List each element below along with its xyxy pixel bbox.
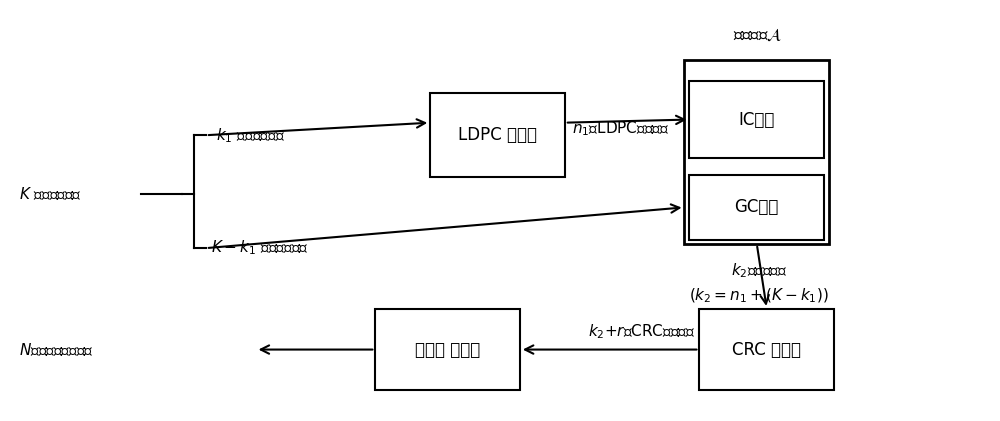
Text: $K-k_1$ 个待编码比特: $K-k_1$ 个待编码比特 (211, 239, 308, 258)
Text: $N$个极化码码字比特: $N$个极化码码字比特 (19, 341, 94, 358)
Text: IC集合: IC集合 (739, 111, 775, 128)
Text: $K$ 个待编码比特: $K$ 个待编码比特 (19, 185, 82, 202)
Text: LDPC 编码器: LDPC 编码器 (458, 126, 537, 144)
Text: $k_2$+$r$个CRC码字比特: $k_2$+$r$个CRC码字比特 (588, 322, 695, 341)
Text: $n_1$个LDPC码字比特: $n_1$个LDPC码字比特 (572, 120, 669, 138)
Text: $k_2$个信息比特: $k_2$个信息比特 (731, 262, 788, 280)
Text: 极化码 编码器: 极化码 编码器 (415, 341, 480, 359)
Bar (689, 175, 824, 240)
Bar (684, 60, 829, 244)
Bar (430, 93, 565, 177)
Text: 信息集合$\mathcal{A}$: 信息集合$\mathcal{A}$ (733, 26, 782, 44)
Text: GC集合: GC集合 (735, 198, 779, 216)
Text: $k_1$ 个待编码比特: $k_1$ 个待编码比特 (216, 126, 285, 144)
Text: $(k_2=n_1+(K-k_1))$: $(k_2=n_1+(K-k_1))$ (689, 287, 829, 306)
Text: CRC 编码器: CRC 编码器 (732, 341, 801, 359)
Bar (375, 309, 520, 390)
Bar (689, 81, 824, 158)
Bar (699, 309, 834, 390)
